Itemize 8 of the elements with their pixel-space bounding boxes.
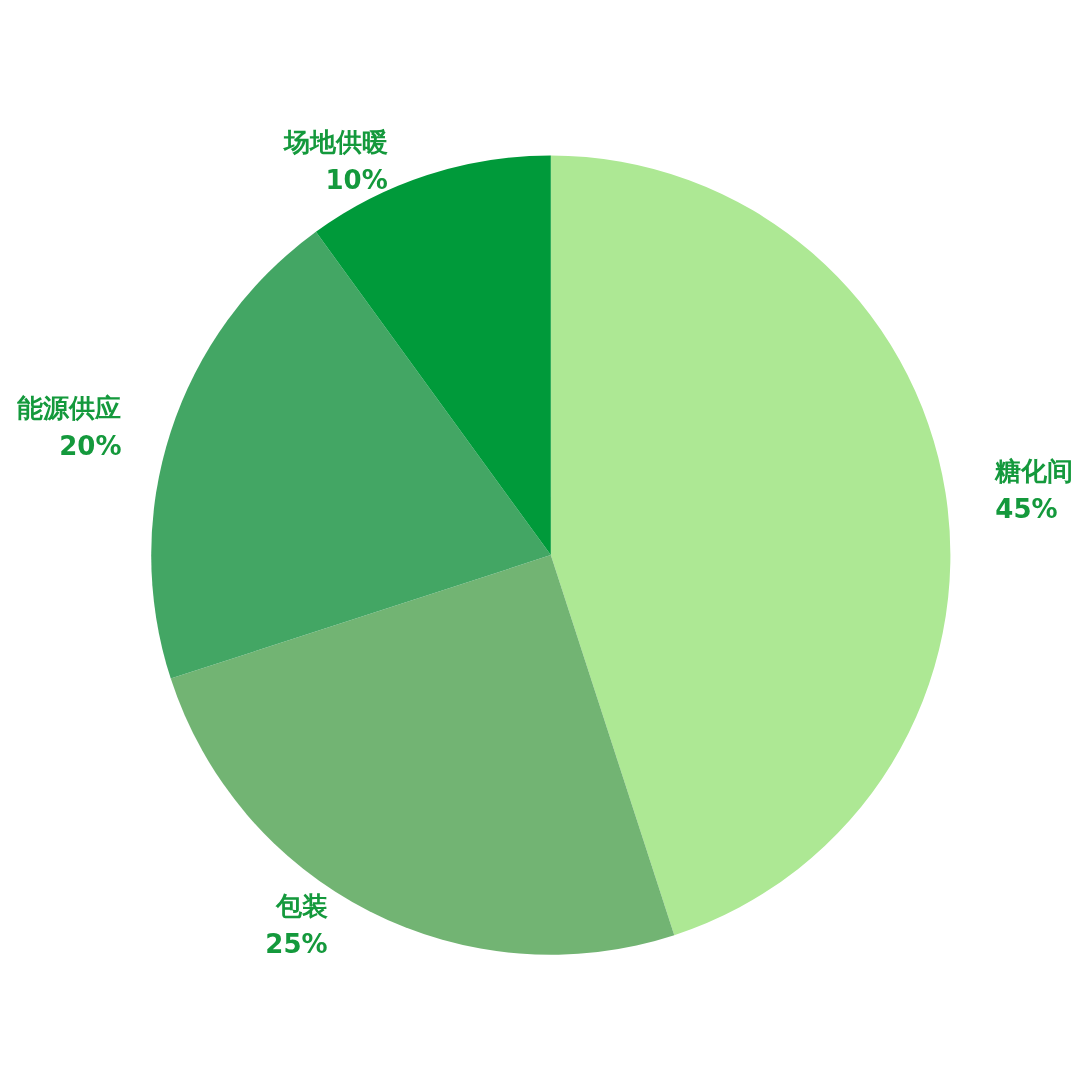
data-label: 45%	[995, 494, 1058, 525]
data-label: 20%	[59, 431, 122, 461]
data-label: 10%	[325, 164, 388, 195]
slice-label: 场地供暖	[281, 126, 388, 157]
slice-label: 糖化间	[994, 456, 1074, 487]
data-label: 25%	[265, 928, 328, 959]
slice-label: 能源供应	[17, 393, 122, 423]
slice-label: 包装	[274, 890, 328, 921]
